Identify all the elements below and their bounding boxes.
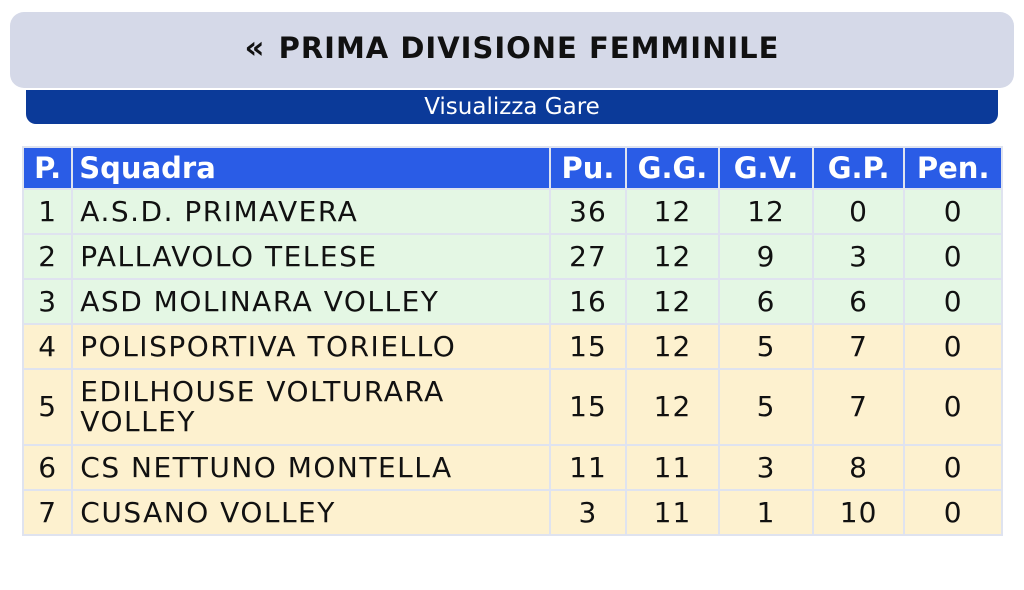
table-row: 5 EDILHOUSE VOLTURARA VOLLEY 15 12 5 7 0 (24, 370, 1001, 444)
back-arrow-icon[interactable]: « (244, 30, 265, 66)
won-cell: 9 (720, 235, 812, 278)
lost-cell: 0 (813, 190, 904, 233)
played-cell: 12 (626, 190, 719, 233)
table-row: 3 ASD MOLINARA VOLLEY 16 12 6 6 0 (24, 280, 1001, 323)
won-cell: 5 (720, 325, 812, 368)
team-cell: EDILHOUSE VOLTURARA VOLLEY (73, 370, 550, 444)
points-cell: 16 (551, 280, 625, 323)
lost-cell: 10 (813, 491, 904, 534)
played-cell: 11 (626, 446, 719, 489)
team-cell: A.S.D. PRIMAVERA (73, 190, 550, 233)
column-header-played: G.G. (626, 148, 719, 188)
points-cell: 15 (551, 370, 625, 444)
lost-cell: 6 (813, 280, 904, 323)
title-bar: « PRIMA DIVISIONE FEMMINILE (10, 12, 1014, 88)
won-cell: 6 (720, 280, 812, 323)
penalty-cell: 0 (905, 190, 1001, 233)
standings-table: P. Squadra Pu. G.G. G.V. G.P. Pen. 1 A.S… (22, 146, 1003, 536)
penalty-cell: 0 (905, 280, 1001, 323)
won-cell: 1 (720, 491, 812, 534)
points-cell: 27 (551, 235, 625, 278)
table-row: 7 CUSANO VOLLEY 3 11 1 10 0 (24, 491, 1001, 534)
won-cell: 3 (720, 446, 812, 489)
played-cell: 11 (626, 491, 719, 534)
penalty-cell: 0 (905, 325, 1001, 368)
team-cell: ASD MOLINARA VOLLEY (73, 280, 550, 323)
penalty-cell: 0 (905, 491, 1001, 534)
position-cell: 7 (24, 491, 72, 534)
table-row: 6 CS NETTUNO MONTELLA 11 11 3 8 0 (24, 446, 1001, 489)
played-cell: 12 (626, 370, 719, 444)
team-cell: CS NETTUNO MONTELLA (73, 446, 550, 489)
position-cell: 2 (24, 235, 72, 278)
table-header-row: P. Squadra Pu. G.G. G.V. G.P. Pen. (24, 148, 1001, 188)
column-header-lost: G.P. (813, 148, 904, 188)
points-cell: 3 (551, 491, 625, 534)
view-matches-link[interactable]: Visualizza Gare (424, 94, 600, 120)
lost-cell: 7 (813, 370, 904, 444)
played-cell: 12 (626, 280, 719, 323)
won-cell: 5 (720, 370, 812, 444)
lost-cell: 3 (813, 235, 904, 278)
penalty-cell: 0 (905, 446, 1001, 489)
position-cell: 4 (24, 325, 72, 368)
lost-cell: 8 (813, 446, 904, 489)
played-cell: 12 (626, 325, 719, 368)
penalty-cell: 0 (905, 235, 1001, 278)
column-header-position: P. (24, 148, 72, 188)
column-header-won: G.V. (720, 148, 812, 188)
played-cell: 12 (626, 235, 719, 278)
position-cell: 6 (24, 446, 72, 489)
team-cell: CUSANO VOLLEY (73, 491, 550, 534)
table-row: 1 A.S.D. PRIMAVERA 36 12 12 0 0 (24, 190, 1001, 233)
points-cell: 36 (551, 190, 625, 233)
points-cell: 11 (551, 446, 625, 489)
position-cell: 3 (24, 280, 72, 323)
table-row: 2 PALLAVOLO TELESE 27 12 9 3 0 (24, 235, 1001, 278)
table-row: 4 POLISPORTIVA TORIELLO 15 12 5 7 0 (24, 325, 1001, 368)
penalty-cell: 0 (905, 370, 1001, 444)
column-header-points: Pu. (551, 148, 625, 188)
column-header-penalty: Pen. (905, 148, 1001, 188)
team-cell: PALLAVOLO TELESE (73, 235, 550, 278)
position-cell: 1 (24, 190, 72, 233)
points-cell: 15 (551, 325, 625, 368)
won-cell: 12 (720, 190, 812, 233)
lost-cell: 7 (813, 325, 904, 368)
subheader-bar: Visualizza Gare (26, 90, 998, 124)
position-cell: 5 (24, 370, 72, 444)
page-title: PRIMA DIVISIONE FEMMINILE (278, 31, 780, 65)
column-header-team: Squadra (73, 148, 550, 188)
team-cell: POLISPORTIVA TORIELLO (73, 325, 550, 368)
